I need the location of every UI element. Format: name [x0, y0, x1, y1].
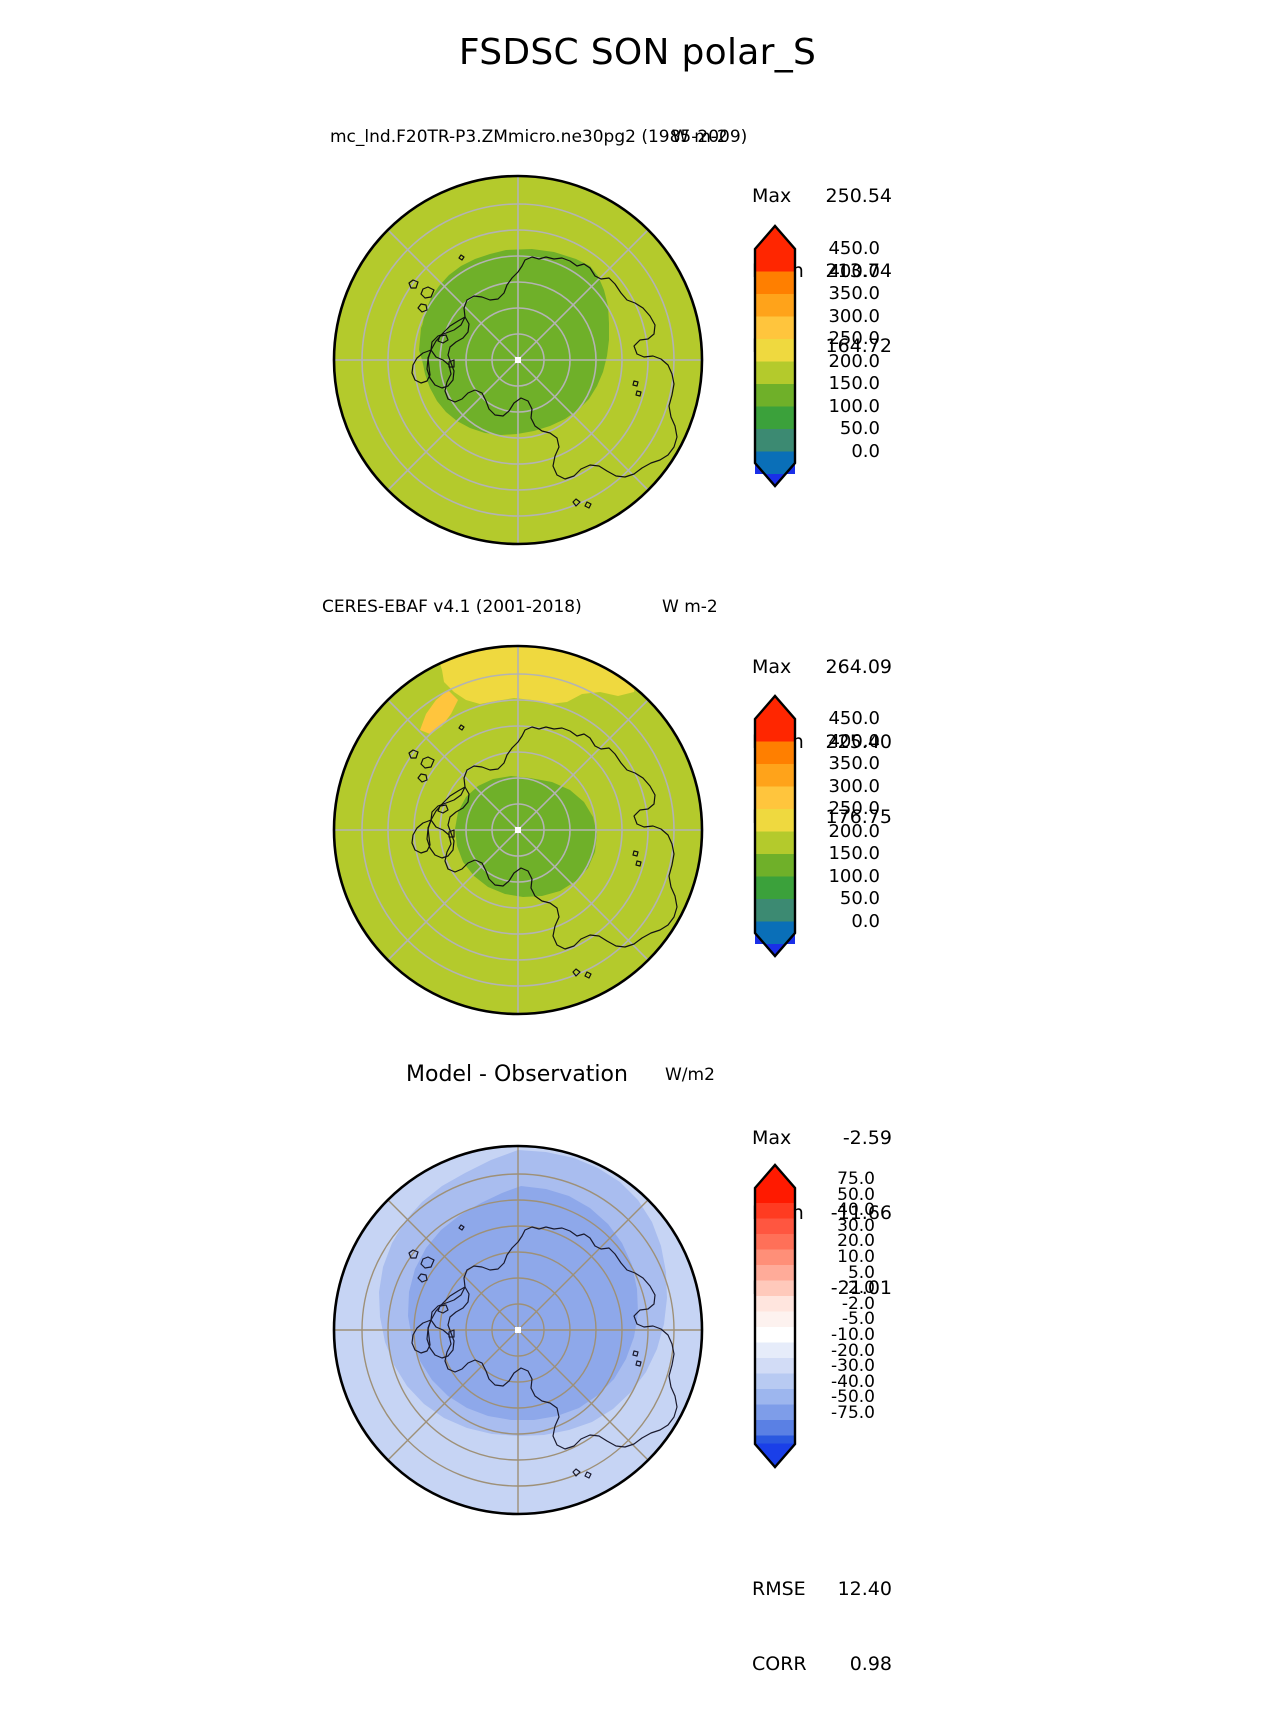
cbar-tick: 400.0 — [828, 730, 880, 752]
stat-max-value: 250.54 — [825, 185, 892, 207]
polar-map-difference — [318, 1130, 718, 1530]
colorbar-outline — [753, 1163, 797, 1469]
score-rmse-value: 12.40 — [837, 1578, 892, 1600]
map-outer-boundary — [332, 644, 704, 1016]
colorbar-segments — [755, 1165, 795, 1467]
map-contour-band-minus20 — [408, 1186, 638, 1420]
pole-marker — [515, 357, 521, 363]
score-corr-value: 0.98 — [849, 1653, 892, 1675]
cbar-tick: 150.0 — [828, 843, 880, 864]
map-outer-boundary — [332, 174, 704, 546]
cbar-tick: 5.0 — [847, 1262, 875, 1283]
figure-canvas: FSDSC SON polar_S mc_lnd.F20TR-P3.ZMmicr… — [318, 32, 892, 1675]
cbar-tick: -40.0 — [831, 1371, 875, 1392]
stat-mean-value: -11.66 — [830, 1202, 892, 1224]
colorbar-difference-labels: 75.0 50.0 40.0 30.0 20.0 10.0 5.0 2.0 -2… — [795, 1169, 875, 1423]
stat-mean-value: 213.74 — [825, 260, 892, 282]
antarctic-coastline — [408, 724, 678, 979]
cbar-tick: 200.0 — [828, 820, 880, 842]
cbar-tick: 350.0 — [828, 753, 880, 774]
cbar-tick: 100.0 — [828, 865, 880, 887]
cbar-tick: 0.0 — [851, 440, 880, 462]
map-contour-band-250-west — [420, 690, 458, 734]
colorbar-difference-svg[interactable] — [752, 1155, 798, 1477]
pole-marker — [515, 1327, 521, 1333]
page-title: FSDSC SON polar_S — [458, 32, 817, 73]
colorbar-observation-labels: 450.0 400.0 350.0 300.0 250.0 200.0 150.… — [790, 708, 880, 933]
stat-max-label: Max — [752, 1127, 792, 1149]
cbar-tick: 450.0 — [828, 238, 880, 259]
colorbar-difference — [752, 1155, 798, 1477]
cbar-tick: -2.0 — [841, 1293, 875, 1314]
antarctic-coastline — [408, 1224, 678, 1479]
cbar-tick: 250.0 — [828, 328, 880, 349]
stat-mean-value: 225.40 — [825, 731, 892, 753]
panel-model-title: mc_lnd.F20TR-P3.ZMmicro.ne30pg2 (1985-20… — [330, 127, 748, 147]
colorbar-model-svg[interactable] — [752, 216, 798, 496]
polar-map-difference-svg — [332, 1144, 704, 1516]
cbar-tick: -50.0 — [831, 1387, 875, 1408]
cbar-tick: 100.0 — [828, 395, 880, 417]
score-corr-label: CORR — [752, 1653, 807, 1675]
cbar-tick: 10.0 — [837, 1246, 875, 1267]
polar-map-model-svg — [332, 174, 704, 546]
cbar-tick: 40.0 — [837, 1200, 875, 1221]
polar-map-observation — [318, 630, 718, 1030]
cbar-tick: 75.0 — [837, 1169, 875, 1189]
colorbar-model — [752, 216, 798, 496]
stat-min-value: 164.72 — [825, 335, 892, 357]
pole-marker — [515, 827, 521, 833]
map-orange-fleck — [598, 177, 623, 188]
cbar-tick: 400.0 — [828, 260, 880, 282]
cbar-tick: -30.0 — [831, 1356, 875, 1377]
cbar-tick: 300.0 — [828, 305, 880, 327]
map-outer-boundary — [332, 1144, 704, 1516]
panel-difference-units: W/m2 — [665, 1065, 715, 1085]
colorbar-outline — [753, 224, 797, 488]
cbar-tick: 50.0 — [837, 1184, 875, 1205]
cbar-tick: -5.0 — [841, 1309, 875, 1330]
cbar-tick: 2.0 — [847, 1278, 875, 1299]
panel-model-units: W m-2 — [672, 127, 728, 147]
cbar-tick: -20.0 — [831, 1340, 875, 1361]
stat-min-value: 176.75 — [825, 806, 892, 828]
colorbar-outline — [753, 694, 797, 958]
cbar-tick: 250.0 — [828, 798, 880, 819]
colorbar-segments — [755, 226, 795, 486]
polar-map-model — [318, 160, 718, 560]
cbar-tick: 350.0 — [828, 283, 880, 304]
colorbar-segments — [755, 696, 795, 956]
cbar-tick: 50.0 — [839, 888, 880, 909]
cbar-tick: 20.0 — [837, 1231, 875, 1252]
cbar-tick: 50.0 — [839, 418, 880, 439]
colorbar-observation — [752, 686, 798, 966]
cbar-tick: 0.0 — [851, 910, 880, 932]
stat-max-label: Max — [752, 656, 792, 678]
colorbar-model-labels: 450.0 400.0 350.0 300.0 250.0 200.0 150.… — [790, 238, 880, 463]
cbar-tick: 200.0 — [828, 350, 880, 372]
colorbar-observation-svg[interactable] — [752, 686, 798, 966]
stat-max-value: 264.09 — [825, 656, 892, 678]
panel-difference-title: Model - Observation — [406, 1062, 628, 1087]
polar-map-observation-svg — [332, 644, 704, 1016]
cbar-tick: -75.0 — [831, 1402, 875, 1423]
cbar-tick: 300.0 — [828, 775, 880, 797]
panel-observation-title: CERES-EBAF v4.1 (2001-2018) — [322, 597, 582, 617]
cbar-tick: 30.0 — [837, 1215, 875, 1236]
panel-observation-units: W m-2 — [662, 597, 718, 617]
stat-max-label: Max — [752, 185, 792, 207]
score-rmse-label: RMSE — [752, 1578, 806, 1600]
cbar-tick: 150.0 — [828, 373, 880, 394]
cbar-tick: -10.0 — [831, 1324, 875, 1345]
stat-min-value: -21.01 — [830, 1277, 892, 1299]
stat-max-value: -2.59 — [842, 1127, 892, 1149]
panel-difference-scores: RMSE 12.40 CORR 0.98 — [752, 1527, 892, 1727]
cbar-tick: 450.0 — [828, 708, 880, 729]
antarctic-coastline — [408, 254, 678, 509]
